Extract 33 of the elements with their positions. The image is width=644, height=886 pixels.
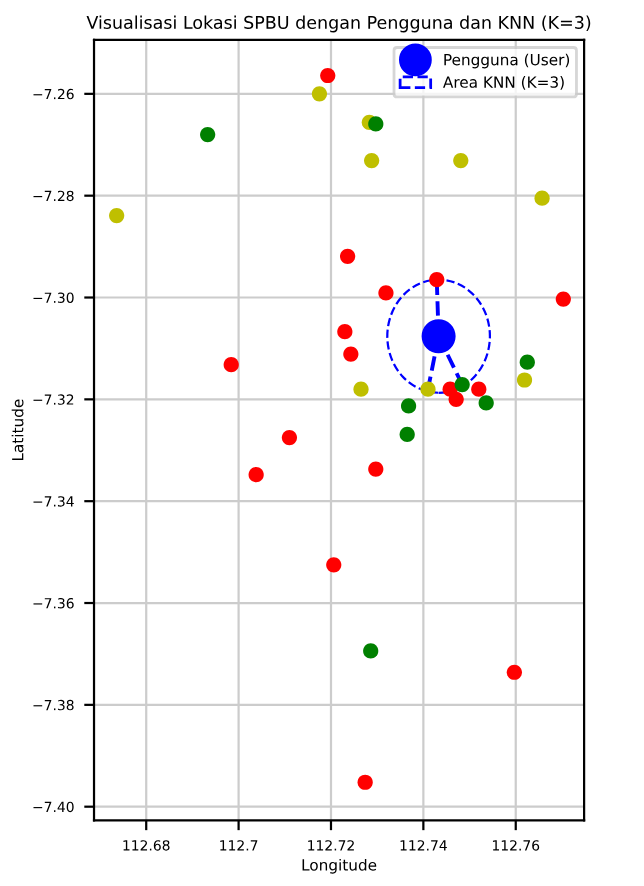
point	[357, 774, 373, 790]
point	[448, 391, 464, 407]
chart-title: Visualisasi Lokasi SPBU dengan Pengguna dan KNN (K=3)	[86, 15, 591, 33]
point	[364, 152, 380, 169]
point	[471, 381, 487, 397]
point	[248, 467, 264, 483]
point	[326, 557, 342, 573]
point	[337, 324, 353, 340]
point	[516, 372, 533, 388]
point	[368, 461, 384, 477]
point	[478, 395, 494, 411]
point	[109, 207, 125, 224]
point	[454, 376, 470, 393]
point	[429, 272, 445, 288]
point	[340, 248, 356, 264]
point	[453, 152, 469, 169]
point	[281, 429, 298, 446]
point	[223, 357, 239, 373]
point	[311, 86, 328, 102]
point	[420, 381, 436, 397]
point	[363, 643, 379, 659]
point	[519, 354, 535, 370]
point	[399, 426, 415, 443]
point	[400, 398, 417, 414]
point	[200, 126, 216, 143]
point	[555, 291, 571, 307]
point	[378, 285, 394, 301]
point	[343, 346, 359, 362]
point	[506, 664, 522, 680]
point	[353, 381, 369, 397]
point	[320, 67, 336, 84]
point	[534, 190, 550, 206]
point	[368, 116, 384, 132]
